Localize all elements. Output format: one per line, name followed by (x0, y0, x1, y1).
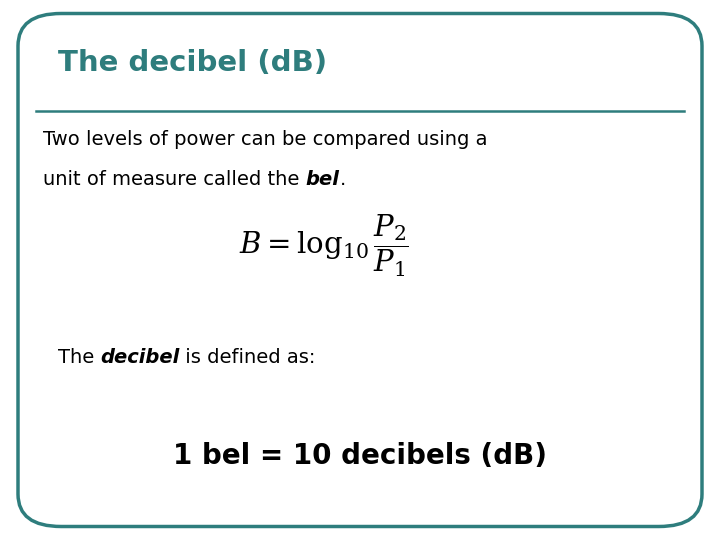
FancyBboxPatch shape (18, 14, 702, 526)
Text: unit of measure called the: unit of measure called the (43, 170, 306, 189)
Text: The: The (58, 348, 100, 367)
Text: .: . (340, 170, 346, 189)
Text: 1 bel = 10 decibels (dB): 1 bel = 10 decibels (dB) (173, 442, 547, 470)
Text: $B = \log_{10} \dfrac{P_2}{P_1}$: $B = \log_{10} \dfrac{P_2}{P_1}$ (239, 212, 409, 279)
Text: The decibel (dB): The decibel (dB) (58, 49, 327, 77)
Text: decibel: decibel (100, 348, 179, 367)
Text: is defined as:: is defined as: (179, 348, 316, 367)
Text: bel: bel (306, 170, 340, 189)
Text: Two levels of power can be compared using a: Two levels of power can be compared usin… (43, 130, 487, 148)
